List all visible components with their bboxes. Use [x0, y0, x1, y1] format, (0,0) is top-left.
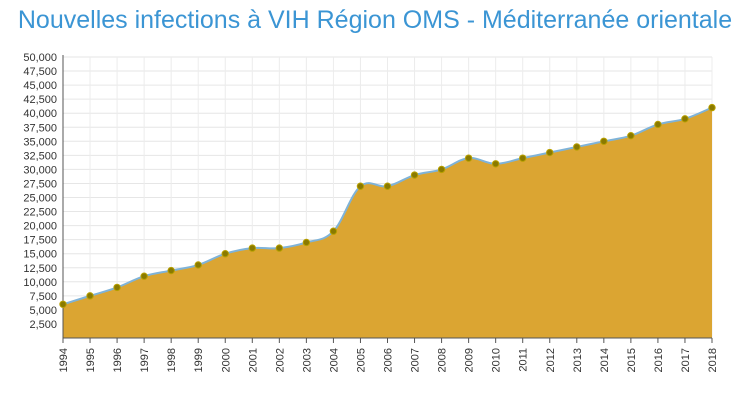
- axes: [62, 55, 713, 343]
- x-tick-label: 2015: [626, 348, 638, 372]
- data-point-2011: [519, 154, 527, 162]
- data-point-2000: [221, 250, 229, 258]
- data-point-2014: [600, 137, 608, 146]
- data-point-2001: [248, 244, 256, 252]
- x-tick-label: 2008: [437, 348, 449, 372]
- y-tick-label: 47,500: [23, 66, 57, 78]
- y-tick-label: 32,500: [23, 150, 57, 162]
- data-point-1997: [140, 272, 148, 280]
- y-tick-label: 17,500: [23, 235, 57, 247]
- x-tick-label: 1999: [193, 348, 205, 372]
- data-point-2012: [546, 148, 554, 157]
- x-tick-label: 1997: [139, 348, 151, 372]
- data-point-1996: [113, 283, 121, 292]
- x-tick-label: 2000: [220, 348, 232, 372]
- data-point-2018: [708, 103, 716, 112]
- y-tick-label: 20,000: [23, 221, 57, 233]
- y-tick-labels: 2,500 5,000 7,500 10,000 12,500 15,000 17,500 2…: [23, 52, 57, 331]
- y-tick-label: 45,000: [23, 80, 57, 92]
- data-point-2006: [383, 182, 392, 190]
- y-tick-label: 30,000: [23, 164, 57, 176]
- y-tick-label: 25,000: [23, 193, 57, 205]
- x-tick-label: 1995: [85, 348, 97, 372]
- y-tick-label: 2,500: [29, 319, 57, 331]
- x-tick-label: 2002: [274, 348, 286, 372]
- x-tick-label: 1996: [112, 348, 124, 372]
- data-point-2010: [491, 160, 500, 168]
- data-point-2003: [302, 238, 311, 247]
- data-point-2013: [573, 143, 581, 151]
- data-points: [59, 103, 716, 308]
- x-tick-label: 2004: [328, 348, 340, 372]
- chart-title: Nouvelles infections à VIH Région OMS - …: [17, 6, 733, 34]
- y-tick-label: 35,000: [23, 136, 57, 148]
- data-point-1998: [167, 266, 175, 275]
- data-point-1994: [59, 300, 67, 308]
- y-tick-label: 7,500: [29, 291, 57, 303]
- data-point-2009: [464, 154, 473, 162]
- y-tick-label: 22,500: [23, 207, 57, 219]
- x-tick-label: 2014: [599, 348, 611, 372]
- data-point-1999: [194, 261, 202, 269]
- y-tick-label: 5,000: [29, 305, 57, 317]
- x-tick-label: 2001: [247, 348, 259, 372]
- x-tick-label: 2012: [545, 348, 557, 372]
- data-point-2007: [410, 171, 419, 179]
- x-tick-label: 1998: [166, 348, 178, 372]
- data-point-2016: [654, 120, 662, 129]
- x-tick-label: 2013: [572, 348, 584, 372]
- x-tick-label: 2011: [518, 348, 530, 372]
- data-point-2017: [681, 115, 689, 123]
- y-tick-label: 10,000: [23, 277, 57, 289]
- data-point-2002: [275, 244, 284, 252]
- x-tick-label: 2003: [301, 348, 313, 372]
- x-tick-labels: 1994 1995 1996 1997 1998 1999 2000 2001 2002 2003…: [58, 348, 719, 372]
- y-tick-label: 40,000: [23, 108, 57, 120]
- x-tick-label: 1994: [58, 348, 70, 372]
- y-tick-label: 15,000: [23, 249, 57, 261]
- x-tick-label: 2017: [680, 348, 692, 372]
- series-area: [63, 107, 712, 338]
- y-tick-label: 37,500: [23, 122, 57, 134]
- data-point-2015: [627, 131, 635, 140]
- x-tick-label: 2018: [707, 348, 719, 372]
- y-tick-label: 27,500: [23, 178, 57, 190]
- x-tick-label: 2005: [355, 348, 367, 372]
- data-point-2008: [437, 165, 446, 174]
- data-point-1995: [86, 292, 94, 300]
- y-tick-label: 12,500: [23, 263, 57, 275]
- y-tick-label: 42,500: [23, 94, 57, 106]
- x-tick-label: 2010: [491, 348, 503, 372]
- data-point-2004: [329, 227, 338, 235]
- x-tick-label: 2016: [653, 348, 665, 372]
- x-tick-label: 2007: [410, 348, 422, 372]
- data-point-2005: [356, 182, 365, 190]
- x-tick-label: 2009: [464, 348, 476, 372]
- y-tick-label: 50,000: [23, 52, 57, 64]
- x-tick-label: 2006: [383, 348, 395, 372]
